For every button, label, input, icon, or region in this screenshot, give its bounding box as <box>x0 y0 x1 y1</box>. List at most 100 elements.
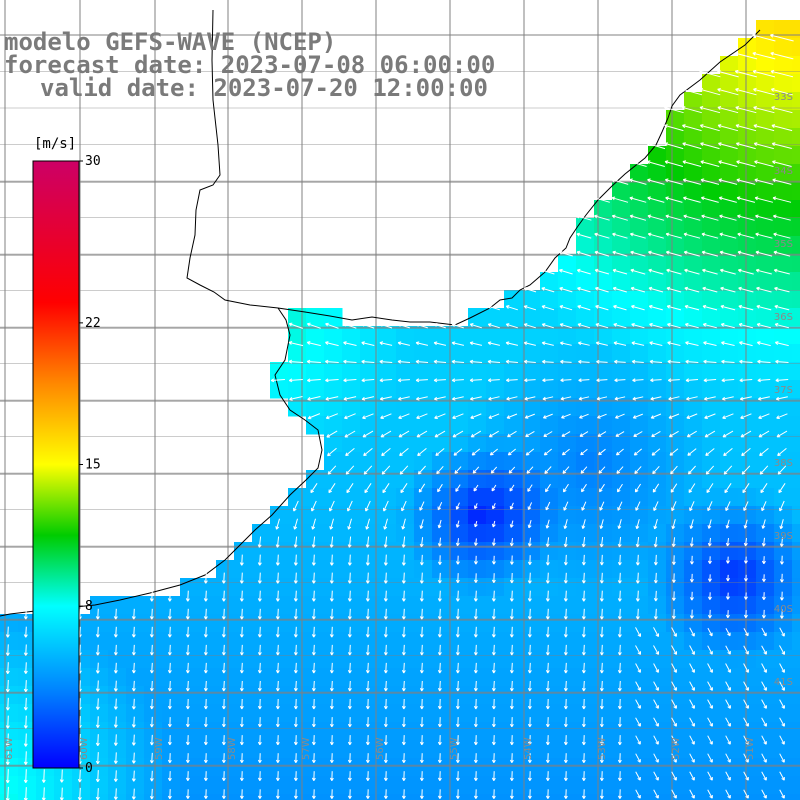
wind-arrow <box>686 430 697 438</box>
wind-arrow <box>563 590 568 602</box>
latitude-label: 34S <box>774 166 793 177</box>
wind-cell <box>522 596 541 615</box>
wind-arrow <box>779 609 784 619</box>
wind-cell <box>612 272 631 291</box>
wind-arrow <box>719 268 736 275</box>
wind-cell <box>774 740 793 759</box>
wind-cell <box>792 686 800 705</box>
wind-arrow <box>722 413 734 419</box>
wind-cell <box>630 758 649 777</box>
wind-arrow <box>754 160 774 167</box>
wind-cell <box>702 704 721 723</box>
wind-cell <box>468 470 487 489</box>
wind-arrow <box>289 396 303 401</box>
wind-cell <box>576 326 595 345</box>
wind-arrow <box>95 716 100 728</box>
wind-arrow <box>757 396 770 401</box>
wind-cell <box>576 290 595 309</box>
wind-arrow <box>325 359 339 364</box>
wind-cell <box>720 452 739 471</box>
wind-arrow <box>705 448 715 456</box>
wind-arrow <box>5 626 10 638</box>
wind-cell <box>540 758 559 777</box>
wind-arrow <box>629 178 647 185</box>
wind-arrow <box>325 378 339 383</box>
wind-arrow <box>239 735 244 746</box>
wind-arrow <box>594 214 610 221</box>
wind-arrow <box>689 663 695 673</box>
wind-arrow <box>777 465 787 475</box>
wind-cell <box>414 632 433 651</box>
wind-cell <box>396 776 415 795</box>
wind-cell <box>504 308 523 327</box>
wind-cell <box>324 542 343 561</box>
wind-cell <box>108 704 127 723</box>
wind-cell <box>378 326 397 345</box>
forecast-date-title: forecast date: 2023-07-08 06:00:00 <box>4 51 496 79</box>
wind-arrow <box>221 753 226 764</box>
wind-arrow <box>185 608 190 620</box>
wind-cell <box>576 344 595 363</box>
wind-cell <box>468 596 487 615</box>
wind-cell <box>234 560 253 579</box>
wind-cell <box>702 398 721 417</box>
wind-cell <box>684 92 703 111</box>
wind-arrow <box>599 753 604 764</box>
wind-arrow <box>736 160 756 167</box>
wind-cell <box>720 470 739 489</box>
wind-arrow <box>363 465 373 475</box>
wind-arrow <box>665 196 683 203</box>
wind-arrow <box>185 735 190 746</box>
wind-arrow <box>761 574 766 582</box>
wind-cell <box>684 272 703 291</box>
wind-cell <box>792 758 800 777</box>
wind-cell <box>450 668 469 687</box>
wind-cell <box>702 380 721 399</box>
wind-arrow <box>149 626 154 638</box>
wind-cell <box>702 92 721 111</box>
wind-cell <box>378 704 397 723</box>
wind-cell <box>648 200 667 219</box>
wind-cell <box>468 308 487 327</box>
wind-cell <box>612 650 631 669</box>
wind-arrow <box>239 572 244 584</box>
wind-arrow <box>185 644 190 656</box>
wind-cell <box>252 758 271 777</box>
wind-cell <box>396 668 415 687</box>
wind-cell <box>378 614 397 633</box>
wind-arrow <box>599 608 604 620</box>
wind-arrow <box>365 572 370 584</box>
wind-arrow <box>415 378 428 383</box>
wind-cell <box>270 380 289 399</box>
wind-arrow <box>347 680 352 692</box>
wind-arrow <box>489 448 499 456</box>
wind-arrow <box>664 106 684 114</box>
wind-arrow <box>756 286 772 293</box>
wind-arrow <box>239 717 244 728</box>
wind-cell <box>522 470 541 489</box>
wind-arrow <box>707 627 713 637</box>
wind-arrow <box>579 431 589 437</box>
wind-cell <box>738 434 757 453</box>
wind-arrow <box>524 378 536 383</box>
wind-cell <box>594 614 613 633</box>
wind-arrow <box>293 662 298 674</box>
wind-arrow <box>311 789 316 799</box>
wind-arrow <box>293 771 298 782</box>
wind-cell <box>792 794 800 800</box>
wind-arrow <box>651 430 661 438</box>
wind-arrow <box>633 431 643 437</box>
wind-cell <box>540 740 559 759</box>
wind-arrow <box>257 680 262 692</box>
wind-cell <box>468 344 487 363</box>
wind-cell <box>252 704 271 723</box>
wind-cell <box>612 614 631 633</box>
colorbar-tick-label: 22 <box>85 316 101 331</box>
wind-cell <box>360 524 379 543</box>
wind-arrow <box>773 250 791 257</box>
wind-cell <box>360 596 379 615</box>
wind-cell <box>630 254 649 273</box>
wind-arrow <box>149 734 154 746</box>
wind-cell <box>468 506 487 525</box>
wind-cell <box>90 776 109 795</box>
